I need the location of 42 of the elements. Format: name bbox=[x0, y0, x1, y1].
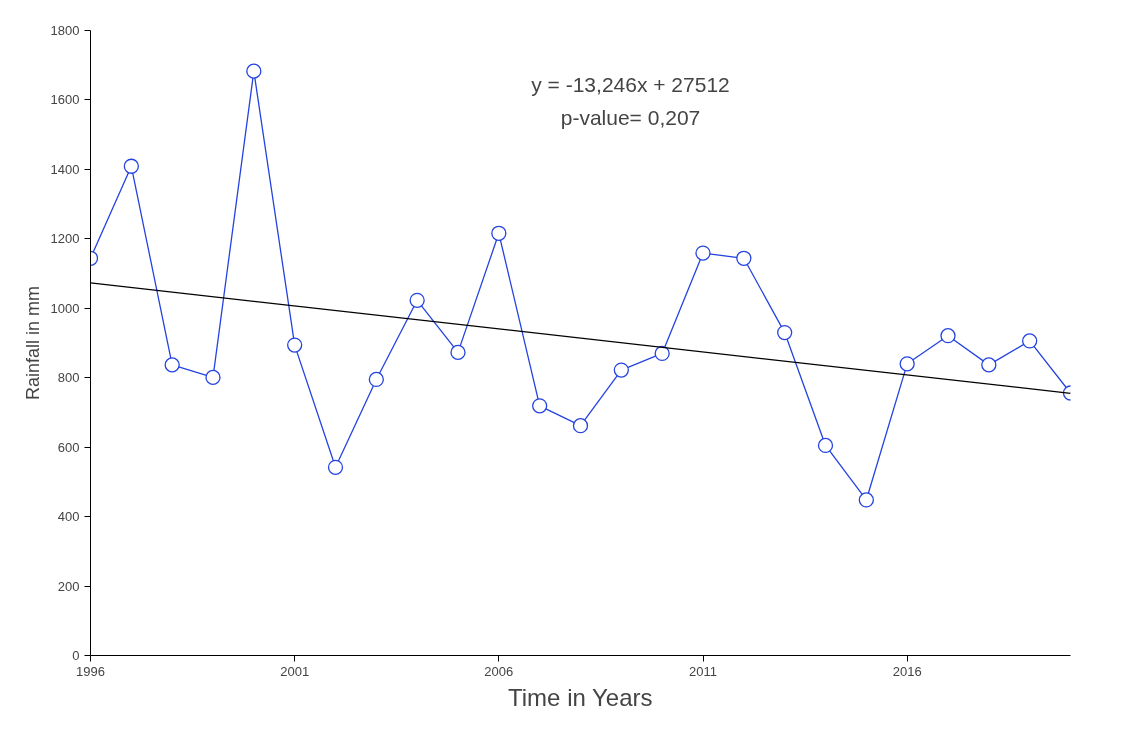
y-tick-label: 1600 bbox=[50, 92, 80, 108]
point bbox=[491, 225, 507, 241]
point bbox=[858, 492, 874, 508]
point bbox=[368, 371, 384, 388]
point bbox=[327, 459, 344, 475]
y-tick-label: 0 bbox=[72, 648, 80, 663]
point bbox=[450, 344, 466, 361]
point bbox=[246, 63, 262, 79]
point bbox=[736, 250, 752, 266]
point bbox=[940, 328, 956, 344]
point bbox=[777, 324, 793, 341]
point bbox=[1022, 333, 1038, 349]
point bbox=[572, 418, 589, 434]
x-tick-label: 1996 bbox=[76, 663, 105, 679]
annotation: y = -13,246x + 27512 bbox=[531, 72, 730, 96]
y-tick-label: 800 bbox=[57, 370, 80, 386]
y-tick-label: 1000 bbox=[50, 300, 80, 316]
y-tick-label: 400 bbox=[57, 509, 80, 525]
y-tick-label: 1800 bbox=[50, 23, 80, 38]
point bbox=[123, 158, 139, 174]
x-tick-label: 2011 bbox=[689, 663, 717, 679]
x-tick-label: 2016 bbox=[892, 663, 922, 679]
y-tick-label: 600 bbox=[57, 439, 80, 455]
y-tick-label: 200 bbox=[57, 578, 80, 594]
x-axis-title: Time in Years bbox=[508, 683, 653, 711]
point bbox=[981, 357, 997, 373]
point bbox=[205, 369, 221, 386]
point bbox=[817, 437, 834, 454]
point bbox=[409, 292, 425, 308]
point bbox=[613, 362, 629, 378]
point bbox=[532, 398, 548, 414]
x-tick-label: 2001 bbox=[280, 663, 310, 679]
x-tick-label: 2006 bbox=[484, 663, 514, 679]
point bbox=[287, 337, 303, 353]
y-tick-label: 1200 bbox=[50, 231, 80, 247]
point bbox=[695, 245, 711, 261]
y-tick-label: 1400 bbox=[50, 161, 80, 177]
point bbox=[899, 356, 915, 372]
annotation: p-value= 0,207 bbox=[560, 105, 701, 129]
point bbox=[164, 357, 180, 373]
point bbox=[654, 345, 670, 362]
y-axis-title: Rainfall in mm bbox=[22, 285, 43, 401]
